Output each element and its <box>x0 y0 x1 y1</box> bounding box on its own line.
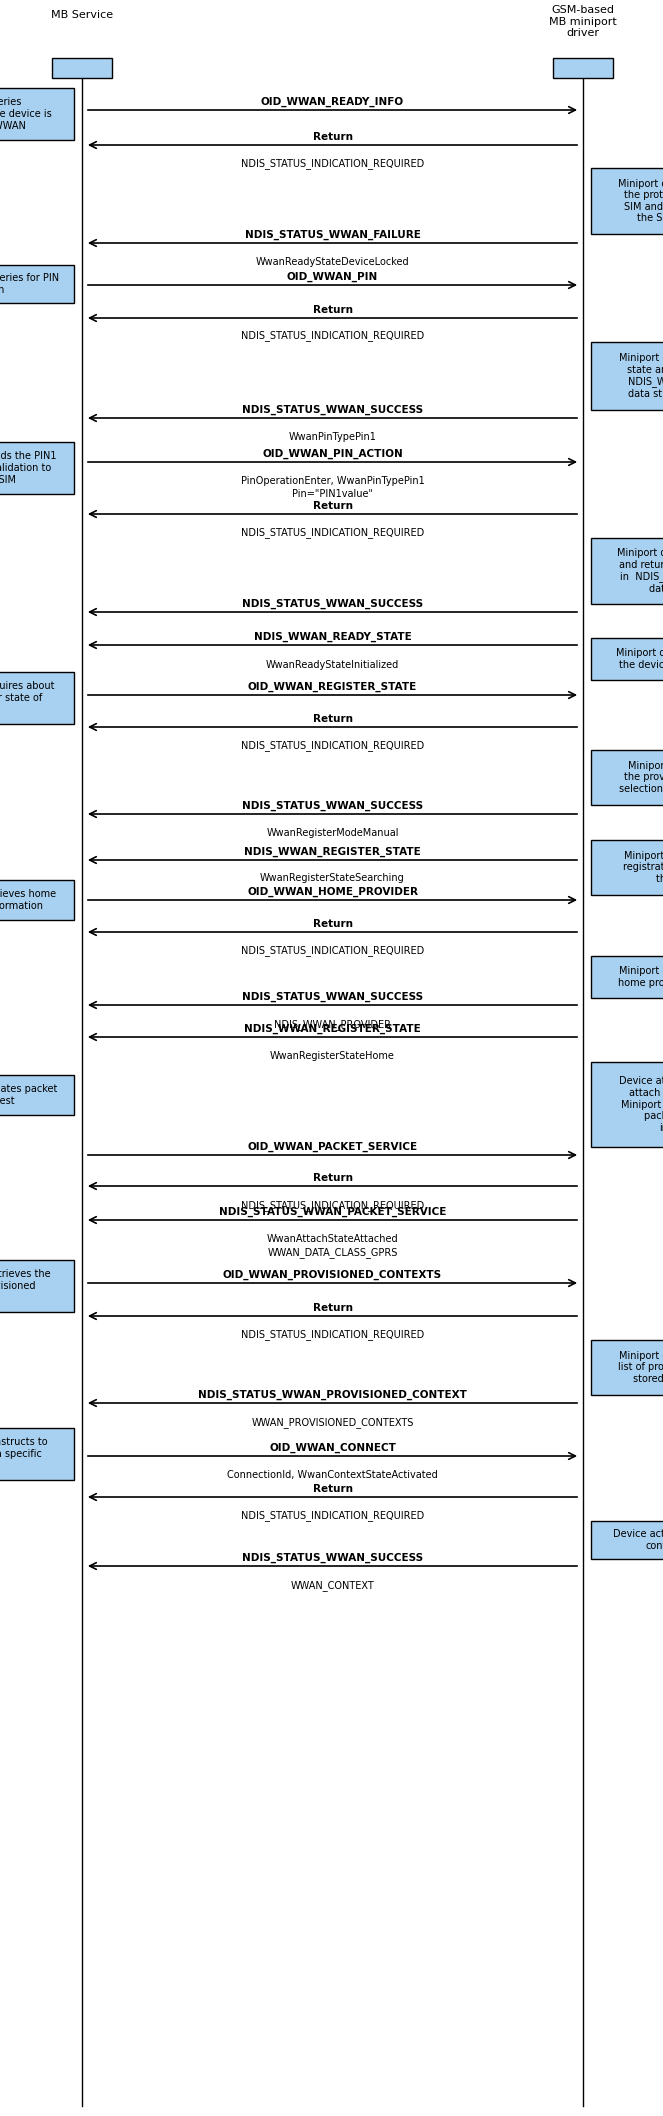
Bar <box>0 880 74 920</box>
Text: NDIS_STATUS_WWAN_PROVISIONED_CONTEXT: NDIS_STATUS_WWAN_PROVISIONED_CONTEXT <box>198 1390 467 1401</box>
Text: NDIS_WWAN_REGISTER_STATE: NDIS_WWAN_REGISTER_STATE <box>244 846 421 857</box>
Text: OID_WWAN_PACKET_SERVICE: OID_WWAN_PACKET_SERVICE <box>247 1143 418 1151</box>
Text: NDIS_STATUS_WWAN_SUCCESS: NDIS_STATUS_WWAN_SUCCESS <box>242 404 423 415</box>
Text: WwanPinTypePin1: WwanPinTypePin1 <box>288 432 377 442</box>
Text: NDIS_STATUS_INDICATION_REQUIRED: NDIS_STATUS_INDICATION_REQUIRED <box>241 1511 424 1521</box>
Text: Miniport driver performs
registration and updates
the service: Miniport driver performs registration an… <box>623 851 663 884</box>
Text: Return: Return <box>312 1483 353 1494</box>
Text: Pin="PIN1value": Pin="PIN1value" <box>292 489 373 499</box>
Text: NDIS_STATUS_INDICATION_REQUIRED: NDIS_STATUS_INDICATION_REQUIRED <box>241 330 424 341</box>
Text: ConnectionId, WwanContextStateActivated: ConnectionId, WwanContextStateActivated <box>227 1471 438 1479</box>
Bar <box>591 639 663 679</box>
Text: WwanRegisterModeManual: WwanRegisterModeManual <box>267 827 398 838</box>
Text: PinOperationEnter, WwanPinTypePin1: PinOperationEnter, WwanPinTypePin1 <box>241 476 424 487</box>
Bar <box>591 956 663 999</box>
Text: Miniport driver returns the
state and format in the
NDIS_WWAN_PIN_INFO
data stru: Miniport driver returns the state and fo… <box>619 353 663 398</box>
Text: NDIS_STATUS_INDICATION_REQUIRED: NDIS_STATUS_INDICATION_REQUIRED <box>241 159 424 169</box>
Text: Service instructs to
activate a specific
context: Service instructs to activate a specific… <box>0 1437 47 1471</box>
Text: WwanReadyStateDeviceLocked: WwanReadyStateDeviceLocked <box>256 256 409 267</box>
Text: NDIS_STATUS_WWAN_FAILURE: NDIS_STATUS_WWAN_FAILURE <box>245 231 420 239</box>
Bar <box>591 1521 663 1559</box>
Text: Device activates the
context: Device activates the context <box>613 1530 663 1551</box>
Text: WwanRegisterStateSearching: WwanRegisterStateSearching <box>260 874 405 882</box>
Text: OID_WWAN_PROVISIONED_CONTEXTS: OID_WWAN_PROVISIONED_CONTEXTS <box>223 1270 442 1280</box>
Bar <box>553 57 613 78</box>
Text: WWAN_CONTEXT: WWAN_CONTEXT <box>290 1581 375 1591</box>
Text: Miniport driver initializes
the protocol stack and
SIM and indicates that
the SI: Miniport driver initializes the protocol… <box>618 178 663 224</box>
Text: OID_WWAN_PIN_ACTION: OID_WWAN_PIN_ACTION <box>262 449 403 459</box>
Text: Return: Return <box>312 501 353 510</box>
Text: NDIS_WWAN_READY_STATE: NDIS_WWAN_READY_STATE <box>254 633 411 641</box>
Text: OID_WWAN_HOME_PROVIDER: OID_WWAN_HOME_PROVIDER <box>247 887 418 897</box>
Bar <box>591 1062 663 1147</box>
Bar <box>52 57 112 78</box>
Text: MB Service: MB Service <box>51 11 113 19</box>
Text: NDIS_STATUS_WWAN_PACKET_SERVICE: NDIS_STATUS_WWAN_PACKET_SERVICE <box>219 1206 446 1217</box>
Text: Return: Return <box>312 131 353 142</box>
Text: Return: Return <box>312 713 353 724</box>
Bar <box>0 442 74 493</box>
Text: NDIS_STATUS_INDICATION_REQUIRED: NDIS_STATUS_INDICATION_REQUIRED <box>241 1200 424 1210</box>
Text: Miniport driver returns the
list of provisioned contexts
stored on the device: Miniport driver returns the list of prov… <box>618 1350 663 1384</box>
Text: NDIS_STATUS_INDICATION_REQUIRED: NDIS_STATUS_INDICATION_REQUIRED <box>241 1329 424 1339</box>
Text: Service retrieves home
provider information: Service retrieves home provider informat… <box>0 889 56 910</box>
Text: WWAN_PROVISIONED_CONTEXTS: WWAN_PROVISIONED_CONTEXTS <box>251 1418 414 1428</box>
Text: Service queries
whether the device is
ready for WWAN: Service queries whether the device is re… <box>0 97 52 131</box>
Text: OID_WWAN_PIN: OID_WWAN_PIN <box>287 271 378 281</box>
Text: GSM-based
MB miniport
driver: GSM-based MB miniport driver <box>549 4 617 38</box>
Bar <box>591 343 663 411</box>
Text: Return: Return <box>312 918 353 929</box>
Text: NDIS_WWAN_REGISTER_STATE: NDIS_WWAN_REGISTER_STATE <box>244 1024 421 1035</box>
Text: NDIS_STATUS_WWAN_SUCCESS: NDIS_STATUS_WWAN_SUCCESS <box>242 599 423 609</box>
Text: Service retrieves the
list of provisioned
contexts: Service retrieves the list of provisione… <box>0 1270 51 1303</box>
Bar <box>0 1428 74 1479</box>
Text: Return: Return <box>312 1303 353 1314</box>
Text: NDIS_STATUS_WWAN_SUCCESS: NDIS_STATUS_WWAN_SUCCESS <box>242 800 423 810</box>
Text: OID_WWAN_REGISTER_STATE: OID_WWAN_REGISTER_STATE <box>248 681 417 692</box>
Text: Device attempts to packet
attach to the network.
Miniport driver caches its
pack: Device attempts to packet attach to the … <box>619 1077 663 1132</box>
Text: NDIS_WWAN_PROVIDER: NDIS_WWAN_PROVIDER <box>274 1020 391 1030</box>
Text: OID_WWAN_READY_INFO: OID_WWAN_READY_INFO <box>261 97 404 108</box>
Text: Return: Return <box>312 305 353 315</box>
Bar <box>0 673 74 724</box>
Text: WwanAttachStateAttached: WwanAttachStateAttached <box>267 1234 398 1244</box>
Text: Service sends the PIN1
value for validation to
unlock the SIM: Service sends the PIN1 value for validat… <box>0 451 56 485</box>
Bar <box>0 1259 74 1312</box>
Text: Service initiates packet
attach request: Service initiates packet attach request <box>0 1083 57 1107</box>
Text: NDIS_STATUS_WWAN_SUCCESS: NDIS_STATUS_WWAN_SUCCESS <box>242 1553 423 1564</box>
Text: WwanReadyStateInitialized: WwanReadyStateInitialized <box>266 660 399 671</box>
Text: Service inquires about
the register state of
device: Service inquires about the register stat… <box>0 681 55 715</box>
Text: Return: Return <box>312 1172 353 1183</box>
Bar <box>591 840 663 895</box>
Text: Miniport driver returns
the provisioned network
selection mode as manual: Miniport driver returns the provisioned … <box>619 762 663 794</box>
Bar <box>591 167 663 235</box>
Text: WWAN_DATA_CLASS_GPRS: WWAN_DATA_CLASS_GPRS <box>267 1246 398 1257</box>
Bar <box>0 264 74 303</box>
Text: Service queries for PIN
information: Service queries for PIN information <box>0 273 60 294</box>
Bar <box>591 749 663 804</box>
Text: NDIS_STATUS_WWAN_SUCCESS: NDIS_STATUS_WWAN_SUCCESS <box>242 992 423 1003</box>
Text: OID_WWAN_CONNECT: OID_WWAN_CONNECT <box>269 1443 396 1454</box>
Bar <box>591 537 663 603</box>
Text: NDIS_STATUS_INDICATION_REQUIRED: NDIS_STATUS_INDICATION_REQUIRED <box>241 946 424 956</box>
Bar <box>0 1075 74 1115</box>
Bar <box>0 89 74 140</box>
Text: Miniport driver unlocks SIM
and returns the PIN1 state
in  NDIS_WWAN_PIN_INFO
da: Miniport driver unlocks SIM and returns … <box>617 548 663 595</box>
Text: Miniport driver notifies that
the device is ready for use: Miniport driver notifies that the device… <box>617 647 663 671</box>
Text: WwanRegisterStateHome: WwanRegisterStateHome <box>270 1052 395 1060</box>
Bar <box>591 1339 663 1394</box>
Text: Miniport driver returns the
home provider information: Miniport driver returns the home provide… <box>618 967 663 988</box>
Text: NDIS_STATUS_INDICATION_REQUIRED: NDIS_STATUS_INDICATION_REQUIRED <box>241 527 424 537</box>
Text: NDIS_STATUS_INDICATION_REQUIRED: NDIS_STATUS_INDICATION_REQUIRED <box>241 741 424 751</box>
